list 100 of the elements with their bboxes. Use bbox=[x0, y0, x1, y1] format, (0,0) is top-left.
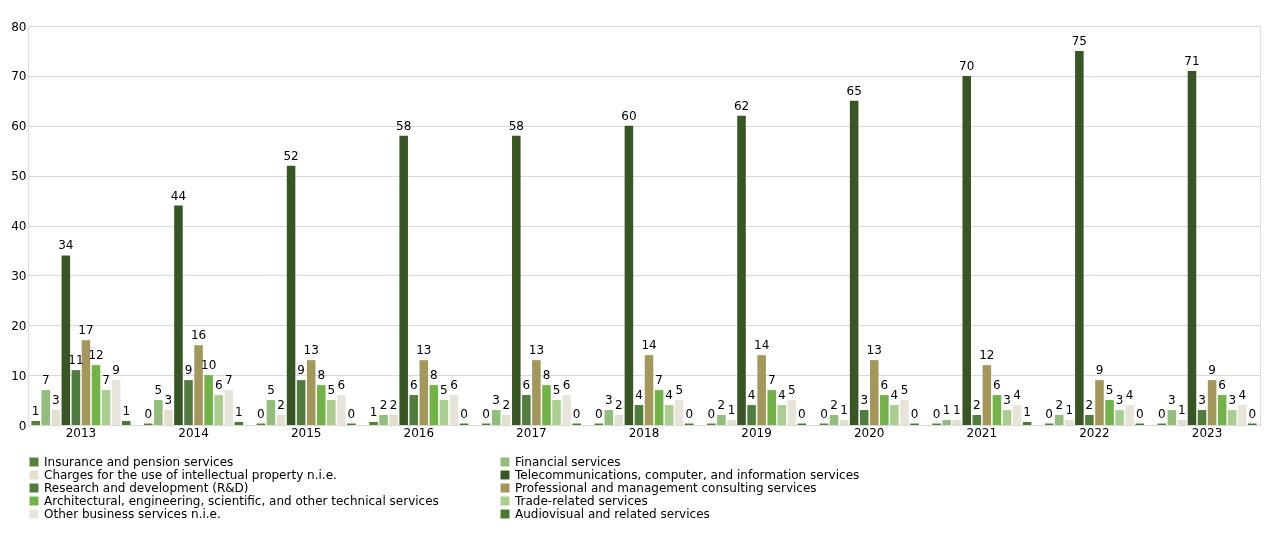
data-label: 3 bbox=[1198, 393, 1206, 408]
data-label: 2 bbox=[277, 398, 285, 413]
bar bbox=[1187, 70, 1197, 425]
data-label: 9 bbox=[297, 363, 305, 378]
y-tick-label: 20 bbox=[11, 318, 27, 333]
bar bbox=[449, 395, 459, 425]
bar bbox=[614, 415, 624, 425]
data-label: 5 bbox=[552, 383, 561, 398]
y-tick-label: 0 bbox=[18, 418, 27, 433]
legend-label: Charges for the use of intellectual property n.i.e. bbox=[44, 468, 337, 482]
x-tick-label: 2021 bbox=[966, 425, 998, 440]
data-label: 12 bbox=[979, 348, 995, 363]
bar bbox=[1177, 420, 1187, 425]
bar bbox=[654, 390, 664, 425]
bar bbox=[501, 415, 511, 425]
y-tick-label: 30 bbox=[11, 268, 27, 283]
data-label: 75 bbox=[1071, 33, 1088, 48]
data-label: 7 bbox=[767, 373, 776, 388]
data-label: 7 bbox=[102, 373, 110, 388]
bar bbox=[184, 380, 193, 425]
x-tick-label: 2022 bbox=[1079, 425, 1110, 440]
data-label: 44 bbox=[170, 188, 187, 203]
x-tick-label: 2015 bbox=[290, 425, 322, 440]
data-label: 62 bbox=[733, 98, 750, 113]
data-label: 6 bbox=[522, 378, 531, 393]
bar bbox=[972, 415, 982, 425]
bar bbox=[194, 345, 203, 425]
data-label: 8 bbox=[542, 368, 551, 383]
data-label: 4 bbox=[635, 388, 643, 403]
bar bbox=[1095, 380, 1104, 425]
bar bbox=[839, 420, 849, 425]
data-label: 9 bbox=[1095, 363, 1104, 378]
data-label: 4 bbox=[1238, 388, 1247, 403]
bar bbox=[276, 415, 286, 425]
bar bbox=[389, 415, 398, 425]
data-label: 6 bbox=[450, 378, 458, 393]
bar bbox=[266, 400, 276, 425]
data-label: 2 bbox=[502, 398, 511, 413]
bar bbox=[849, 100, 859, 425]
bar bbox=[1238, 405, 1247, 425]
bar bbox=[787, 400, 797, 425]
bar bbox=[164, 410, 173, 425]
data-label: 2 bbox=[972, 398, 981, 413]
bar bbox=[747, 405, 756, 425]
data-label: 6 bbox=[880, 378, 889, 393]
data-label: 3 bbox=[1115, 393, 1124, 408]
bar bbox=[1227, 410, 1237, 425]
data-label: 5 bbox=[267, 383, 275, 398]
y-tick-label: 60 bbox=[11, 119, 27, 134]
data-label: 5 bbox=[440, 383, 448, 398]
data-label: 0 bbox=[1135, 406, 1144, 421]
bar bbox=[327, 400, 336, 425]
y-tick-label: 70 bbox=[11, 69, 27, 84]
data-label: 5 bbox=[1105, 383, 1114, 398]
data-label: 3 bbox=[492, 393, 500, 408]
bar bbox=[429, 385, 439, 425]
data-label: 4 bbox=[1013, 388, 1021, 403]
bar bbox=[419, 360, 429, 425]
bar bbox=[717, 415, 726, 425]
bar bbox=[1207, 380, 1217, 425]
data-label: 3 bbox=[1003, 393, 1011, 408]
data-label: 60 bbox=[621, 108, 637, 123]
bar bbox=[952, 420, 961, 425]
data-label: 2 bbox=[1085, 398, 1094, 413]
data-label: 1 bbox=[1178, 403, 1186, 418]
legend-label: Research and development (R&D) bbox=[44, 481, 249, 495]
data-label: 65 bbox=[846, 83, 862, 98]
legend-label: Architectural, engineering, scientific, and other technical services bbox=[44, 494, 439, 508]
bar bbox=[737, 115, 746, 425]
data-label: 10 bbox=[200, 358, 217, 373]
x-tick-label: 2013 bbox=[65, 425, 97, 440]
data-label: 3 bbox=[1228, 393, 1237, 408]
bar bbox=[91, 365, 101, 425]
data-label: 6 bbox=[337, 378, 346, 393]
bar bbox=[204, 375, 213, 425]
data-label: 1 bbox=[942, 403, 951, 418]
legend-label: Telecommunications, computer, and information services bbox=[514, 468, 860, 482]
data-label: 8 bbox=[317, 368, 326, 383]
data-label: 4 bbox=[665, 388, 673, 403]
data-label: 1 bbox=[840, 403, 848, 418]
bar bbox=[829, 415, 839, 425]
data-label: 16 bbox=[190, 328, 207, 343]
data-label: 52 bbox=[283, 148, 299, 163]
data-label: 6 bbox=[562, 378, 571, 393]
data-label: 12 bbox=[88, 348, 104, 363]
bar bbox=[962, 75, 972, 425]
bar bbox=[859, 410, 869, 425]
bar bbox=[154, 400, 163, 425]
bar bbox=[1075, 50, 1084, 425]
y-tick-label: 80 bbox=[11, 19, 27, 34]
bar bbox=[777, 405, 787, 425]
bar bbox=[942, 420, 951, 425]
x-tick-label: 2023 bbox=[1191, 425, 1223, 440]
data-label: 4 bbox=[890, 388, 899, 403]
data-label: 0 bbox=[685, 406, 694, 421]
data-label: 4 bbox=[747, 388, 756, 403]
bar bbox=[982, 365, 992, 425]
data-label: 5 bbox=[900, 383, 909, 398]
bar bbox=[31, 421, 40, 425]
data-label: 0 bbox=[257, 406, 265, 421]
